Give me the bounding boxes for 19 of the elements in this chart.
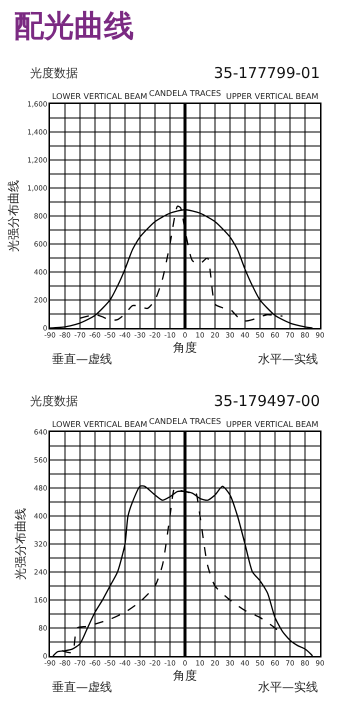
y-axis-title: 光强分布曲线	[13, 508, 28, 580]
text: UPPER VERTICAL BEAM	[226, 92, 318, 101]
y-axis-title: 光强分布曲线	[6, 180, 21, 252]
text: CANDELA TRACES	[149, 417, 222, 426]
chart-subtitle: 35-179497-00	[214, 392, 320, 410]
text: LOWER VERTICAL BEAM	[52, 420, 148, 429]
x-axis-title: 角度	[173, 340, 197, 354]
text: 垂直—虚线	[52, 352, 112, 366]
text: CANDELA TRACES	[149, 89, 222, 98]
x-axis-title: 角度	[173, 668, 197, 682]
text: 垂直—虚线	[52, 680, 112, 694]
chart-title: 光度数据	[30, 65, 78, 82]
text: LOWER VERTICAL BEAM	[52, 92, 148, 101]
text: 水平—实线	[258, 352, 318, 366]
text: UPPER VERTICAL BEAM	[226, 420, 318, 429]
chart-title: 光度数据	[30, 393, 78, 410]
text: 水平—实线	[258, 680, 318, 694]
chart-subtitle: 35-177799-01	[214, 64, 320, 82]
text: 配光曲线	[14, 8, 134, 46]
